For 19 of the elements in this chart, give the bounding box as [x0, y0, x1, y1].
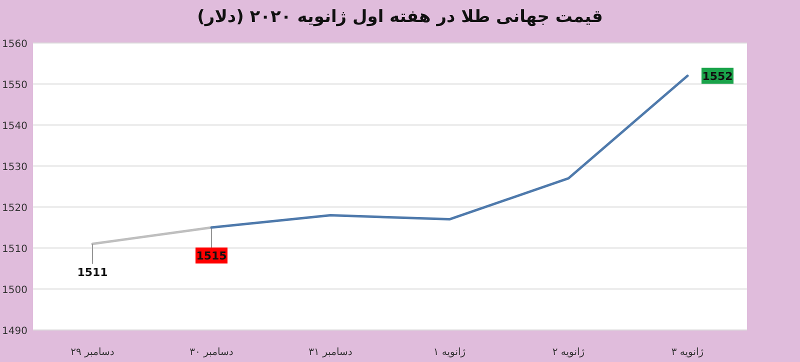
- x-tick-label: دسامبر ۳۰: [190, 347, 234, 358]
- y-tick-label: 1560: [2, 39, 28, 50]
- y-tick-label: 1540: [2, 121, 28, 132]
- y-tick-label: 1520: [2, 203, 28, 214]
- y-tick-label: 1510: [2, 244, 28, 255]
- y-tick-label: 1550: [2, 80, 28, 91]
- x-tick-label: دسامبر ۳۱: [308, 347, 352, 358]
- line-series: [210, 74, 689, 229]
- data-label: 1511: [77, 266, 108, 279]
- x-tick-label: ژانویه ۲: [552, 347, 585, 358]
- data-label: 1515: [196, 250, 227, 262]
- chart-title: قیمت جهانی طلا در هفته اول ژانویه ۲۰۲۰ (دلار): [197, 7, 603, 27]
- data-label: 1552: [702, 70, 733, 83]
- y-tick-label: 1500: [2, 285, 28, 296]
- y-tick-label: 1530: [2, 162, 28, 173]
- x-tick-label: ژانویه ۳: [671, 347, 704, 358]
- x-tick-label: ژانویه ۱: [433, 347, 466, 358]
- x-tick-label: دسامبر ۲۹: [70, 347, 114, 358]
- y-tick-label: 1490: [2, 326, 28, 337]
